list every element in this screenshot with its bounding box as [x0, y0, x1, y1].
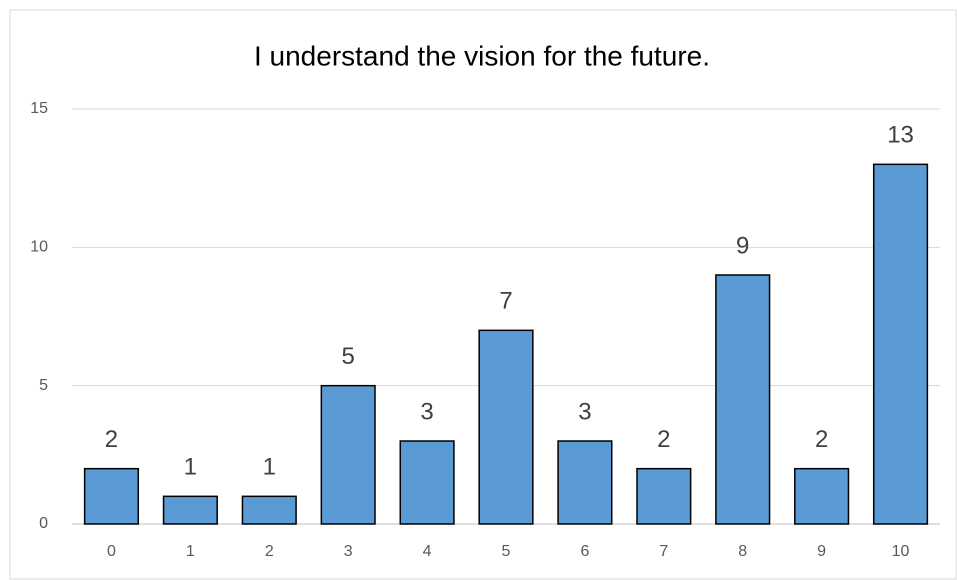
x-tick-label: 1 [186, 543, 195, 560]
bar [399, 440, 455, 525]
chart-title: I understand the vision for the future. [254, 40, 710, 71]
x-tick-label: 4 [423, 543, 432, 560]
bar [83, 467, 140, 525]
data-label: 1 [263, 454, 276, 481]
data-label: 9 [736, 232, 749, 259]
bar [162, 495, 218, 525]
data-label: 2 [657, 426, 670, 453]
data-label: 7 [499, 288, 512, 315]
bar [557, 440, 613, 525]
x-tick-label: 0 [107, 543, 116, 560]
x-tick-label: 10 [892, 543, 910, 560]
x-tick-label: 2 [265, 543, 274, 560]
x-tick-label: 6 [580, 543, 589, 560]
bar [794, 467, 850, 525]
data-label: 2 [815, 426, 828, 453]
y-tick-label: 10 [30, 239, 48, 256]
bar [872, 163, 929, 525]
data-label: 2 [105, 426, 118, 453]
y-tick-label: 0 [39, 515, 48, 532]
bar [478, 329, 534, 525]
bar [636, 467, 692, 525]
bar [241, 495, 297, 525]
x-tick-label: 8 [738, 543, 747, 560]
data-label: 13 [887, 122, 914, 149]
data-label: 3 [578, 398, 591, 425]
data-label: 3 [420, 398, 433, 425]
x-tick-label: 7 [659, 543, 668, 560]
bar [320, 384, 376, 525]
data-label: 5 [342, 343, 355, 370]
data-label: 1 [184, 454, 197, 481]
x-tick-label: 3 [344, 543, 353, 560]
bar [715, 274, 771, 525]
x-tick-label: 9 [817, 543, 826, 560]
y-tick-label: 15 [30, 100, 48, 117]
x-tick-label: 5 [502, 543, 511, 560]
y-tick-label: 5 [39, 377, 48, 394]
